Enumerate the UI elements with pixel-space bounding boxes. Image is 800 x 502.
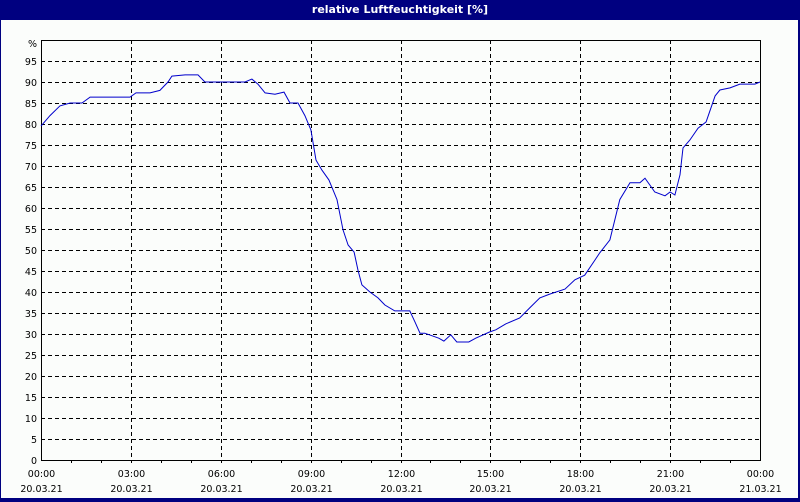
y-tick-label: 45 [25, 267, 37, 278]
axes [41, 40, 761, 463]
y-tick-label: 0 [31, 456, 37, 467]
x-tick-date: 21.03.21 [739, 484, 781, 495]
x-tick-date: 20.03.21 [110, 484, 152, 495]
x-tick-time: 03:00 [118, 469, 145, 480]
x-tick-time: 00:00 [747, 469, 774, 480]
x-tick-time: 21:00 [657, 469, 684, 480]
y-tick-label: 15 [25, 393, 37, 404]
y-tick-label: 55 [25, 225, 37, 236]
y-tick-label: 35 [25, 309, 37, 320]
x-tick-time: 00:00 [28, 469, 55, 480]
y-tick-label: 25 [25, 351, 37, 362]
x-tick-time: 18:00 [567, 469, 594, 480]
chart-title: relative Luftfeuchtigkeit [%] [311, 3, 489, 16]
y-tick-label: 20 [25, 372, 37, 383]
x-tick-date: 20.03.21 [290, 484, 332, 495]
y-tick-label: 75 [25, 141, 37, 152]
grid-lines [41, 40, 760, 460]
x-tick-time: 15:00 [477, 469, 504, 480]
y-axis-labels: 0 5 10 15 20 25 30 35 40 45 50 55 60 65 70 75 80 85 90 95% [25, 39, 37, 467]
y-tick-label: 40 [25, 288, 37, 299]
y-tick-label: 30 [25, 330, 37, 341]
x-tick-date: 20.03.21 [559, 484, 601, 495]
y-unit-label: % [28, 39, 37, 50]
humidity-line-chart: 05101520253035404550556065707580859095% … [20, 39, 781, 495]
x-tick-time: 12:00 [388, 469, 415, 480]
y-tick-label: 95 [25, 57, 37, 68]
y-tick-label: 65 [25, 183, 37, 194]
x-tick-date: 20.03.21 [200, 484, 242, 495]
x-tick-time: 06:00 [208, 469, 235, 480]
x-tick-time: 09:00 [298, 469, 325, 480]
chart-canvas: 0 5 10 15 20 25 30 35 40 45 50 55 60 65 70 75 80 85 90 95% … [1, 20, 798, 498]
x-tick-date: 20.03.21 [649, 484, 691, 495]
y-tick-label: 10 [25, 414, 37, 425]
y-tick-label: 60 [25, 204, 37, 215]
x-tick-date: 20.03.21 [469, 484, 511, 495]
y-tick-label: 70 [25, 162, 37, 173]
y-tick-label: 50 [25, 246, 37, 257]
x-axis-labels: 00:00 20.03.21 03:00 20.03.21 06:00 20.03.21 0… [20, 469, 781, 495]
x-tick-date: 20.03.21 [380, 484, 422, 495]
y-tick-label: 80 [25, 120, 37, 131]
y-tick-label: 90 [25, 78, 37, 89]
y-tick-label: 85 [25, 99, 37, 110]
x-tick-date: 20.03.21 [20, 484, 62, 495]
humidity-series-line [40, 74, 761, 343]
y-tick-label: 5 [31, 435, 37, 446]
